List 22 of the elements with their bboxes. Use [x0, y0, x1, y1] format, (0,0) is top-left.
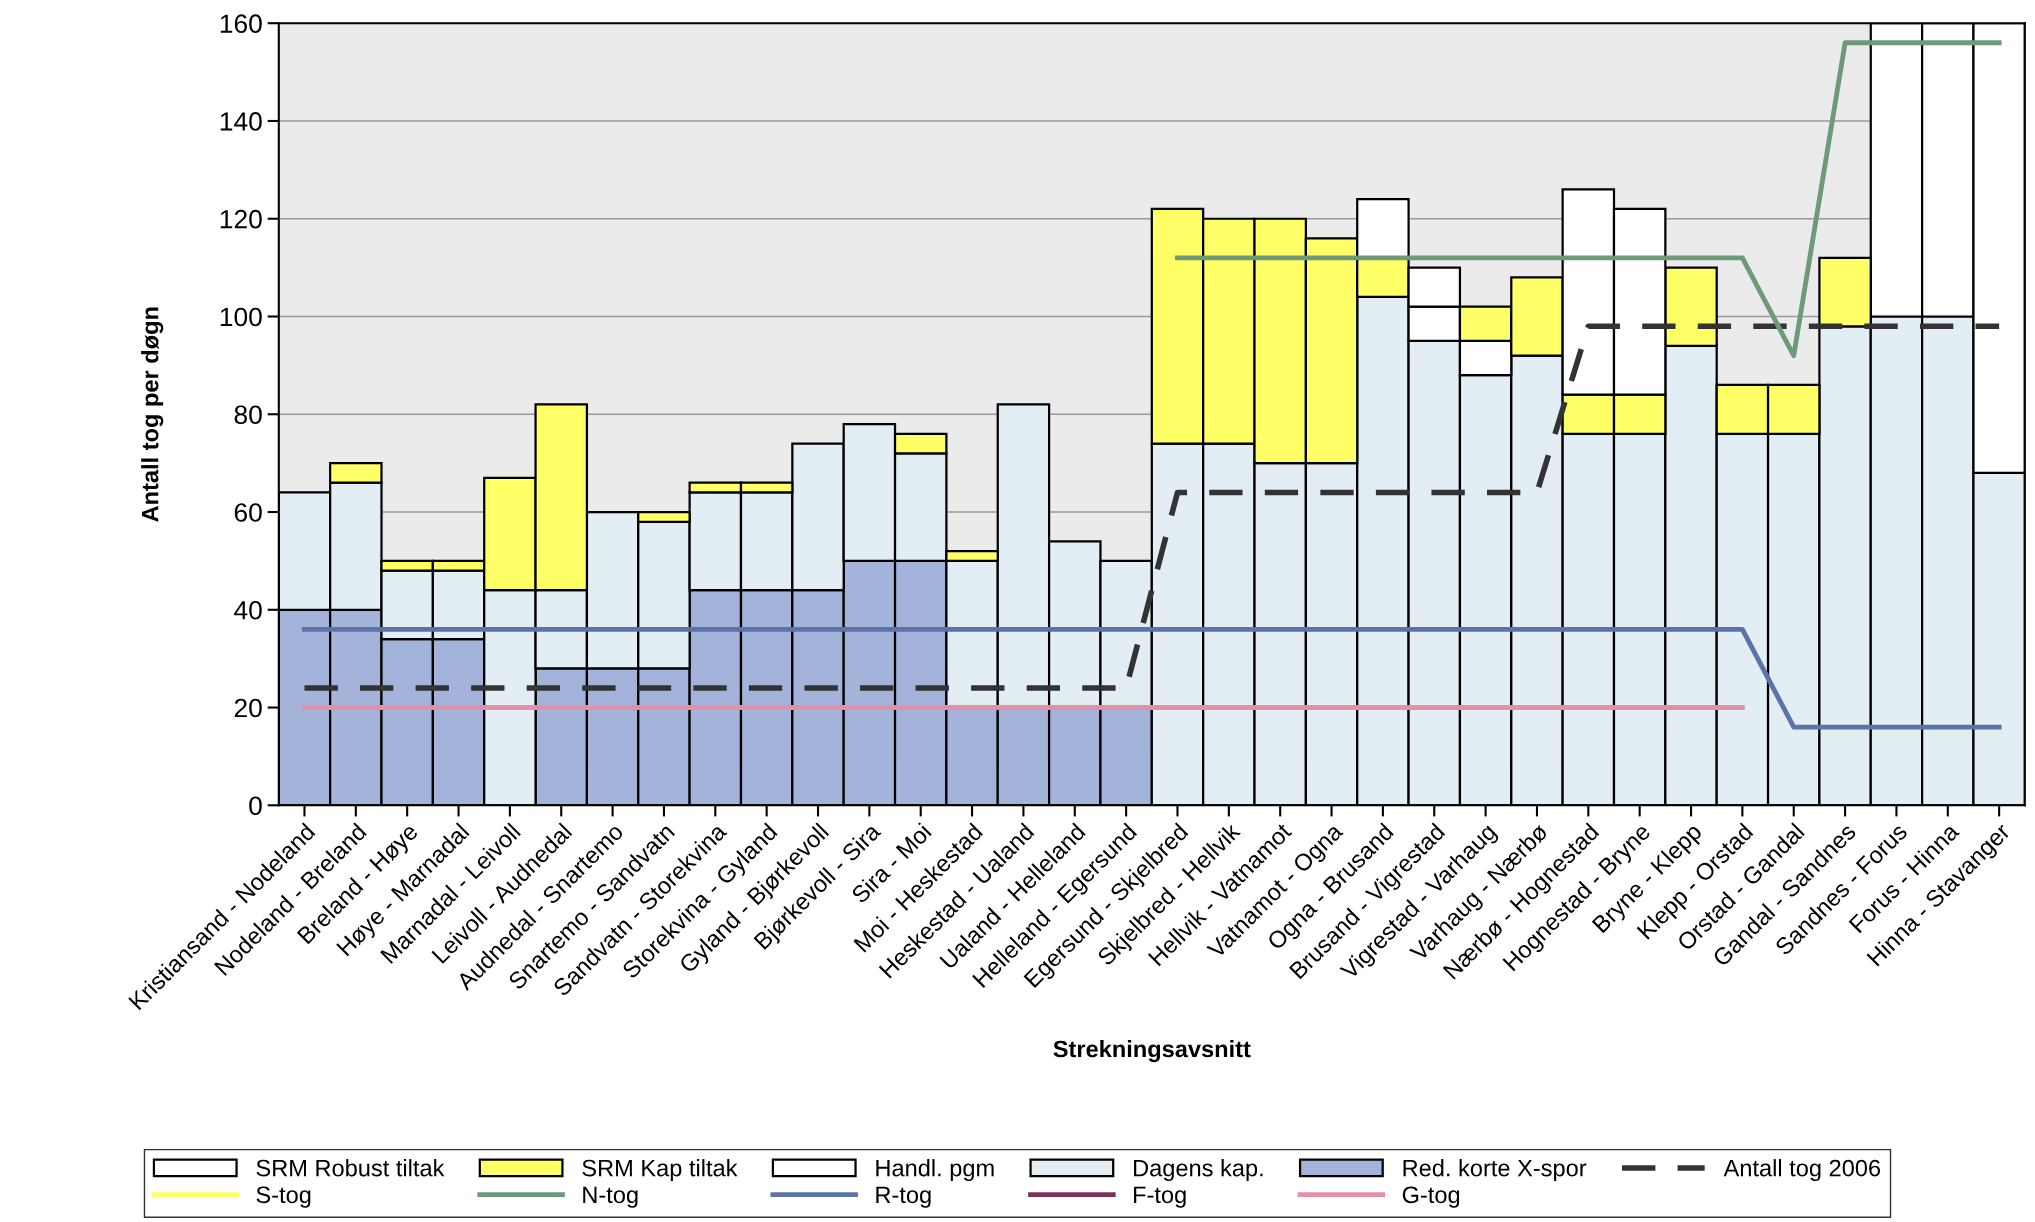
legend-label: R-tog — [876, 1186, 931, 1208]
legend-label: Dagens kap. — [1134, 1159, 1263, 1182]
legend-label: SRM Kap tiltak — [582, 1159, 738, 1182]
legend-label: F-tog — [1134, 1186, 1186, 1208]
legend-label: SRM Robust tiltak — [256, 1159, 445, 1177]
legend-label: S-tog — [256, 1186, 311, 1208]
y-tick-label: 80 — [234, 405, 262, 425]
y-tick-label: 0 — [249, 796, 262, 816]
y-tick-label: 40 — [234, 600, 262, 620]
legend-label: N-tog — [583, 1186, 638, 1208]
legend-label: G-tog — [1402, 1186, 1460, 1208]
legend-label: Antall tog 2006 — [1723, 1159, 1881, 1182]
y-tick-label: 160 — [220, 14, 262, 34]
legend-label: Red. korte X-spor — [1403, 1159, 1587, 1182]
y-tick-label: 20 — [234, 698, 262, 718]
legend-label: Handl. pgm — [876, 1159, 994, 1182]
y-tick-label: 100 — [220, 307, 262, 327]
y-tick-label: 140 — [220, 112, 262, 131]
x-axis-title: Strekningsavsnitt — [1053, 1040, 1251, 1063]
y-tick-label: 120 — [220, 209, 262, 229]
y-axis-title: Antall tog per døgn — [141, 307, 164, 522]
y-tick-label: 60 — [234, 503, 262, 522]
